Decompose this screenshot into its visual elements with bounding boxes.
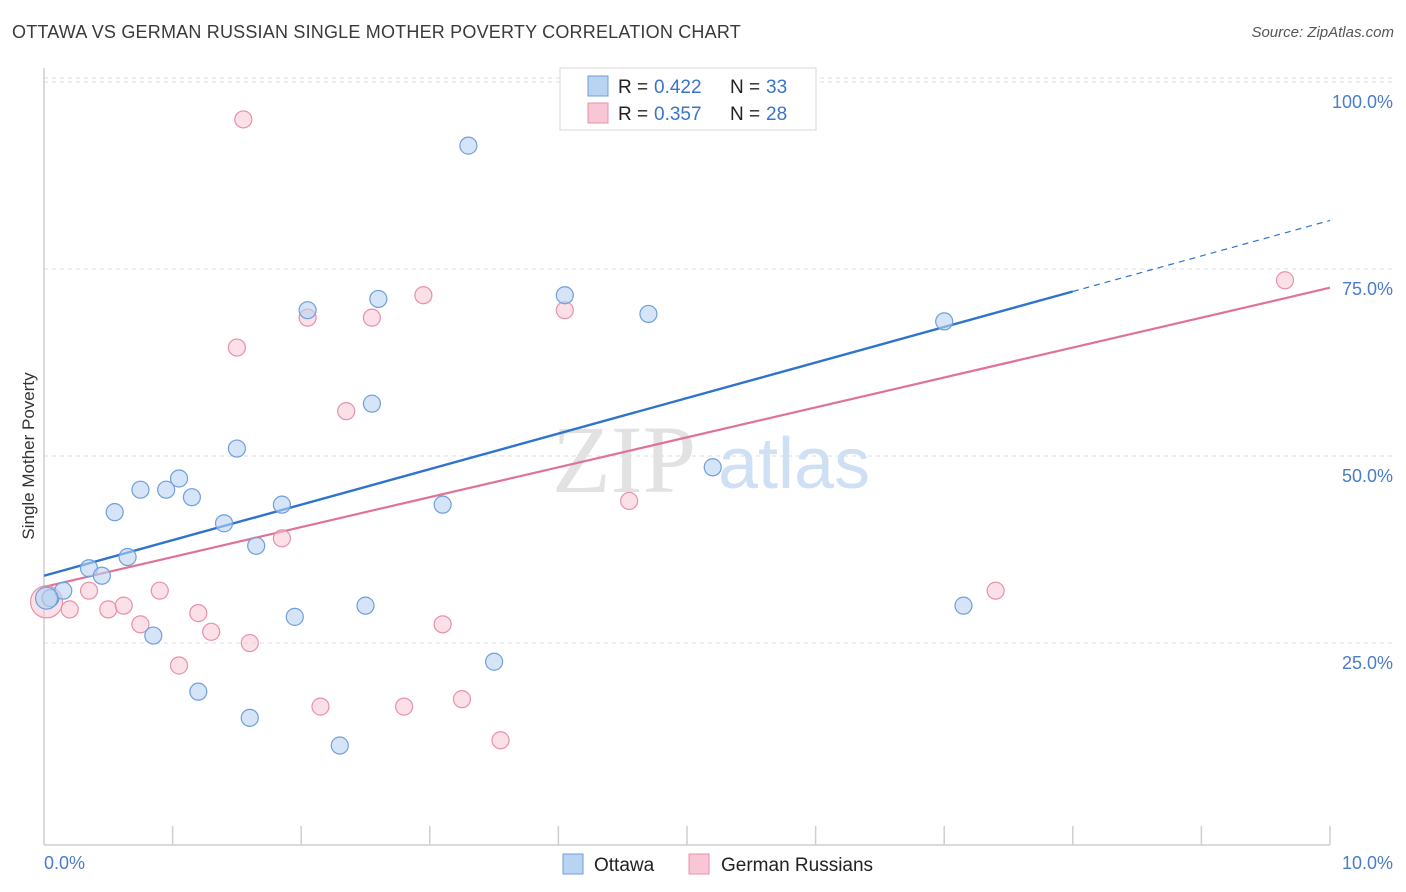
ottawa-points [34,84,973,755]
y-tick-label-75: 75.0% [1342,279,1393,299]
german-russians-point [433,615,452,634]
german-russians-point [1275,271,1295,290]
ottawa-point [356,596,375,615]
ottawa-point [240,708,259,727]
bottom-legend-german-swatch [688,853,710,875]
ottawa-point [369,289,388,309]
x-axis-ticks [171,826,1331,845]
ottawa-trend-line [43,290,1074,577]
y-tick-label-100: 100.0% [1332,92,1393,112]
german-russians-trend-line [43,286,1331,589]
chart-title: OTTAWA VS GERMAN RUSSIAN SINGLE MOTHER P… [12,22,741,42]
german-russians-point [491,731,510,750]
legend-german-r-label: R = [618,104,648,125]
correlation-legend: R = 0.422 N = 33 R = 0.357 N = 28 [559,67,817,131]
bottom-legend-ottawa-label: Ottawa [594,855,655,876]
trend-lines [43,219,1331,589]
german-russians-point [131,615,150,634]
ottawa-point [157,480,176,499]
german-russians-point [150,581,169,600]
ottawa-point [189,682,208,701]
ottawa-point [362,394,382,413]
ottawa-point [485,652,504,671]
y-tick-labels: 25.0% 50.0% 75.0% 100.0% [1332,92,1393,673]
german-russians-point [620,491,639,511]
german-russians-point [452,690,472,709]
legend-german-n-value: 28 [766,104,787,125]
german-russians-point [414,286,433,305]
legend-german-swatch [587,102,609,124]
german-russians-point [189,604,208,623]
legend-ottawa-swatch [587,75,609,97]
ottawa-point [227,439,246,458]
german-russians-point [272,529,292,548]
german-russians-point [169,656,189,675]
ottawa-point [169,469,189,488]
legend-ottawa-n-value: 33 [766,77,787,98]
german-russians-point [240,633,259,653]
ottawa-point [34,586,59,610]
ottawa-point [330,736,349,755]
y-tick-label-25: 25.0% [1342,653,1393,673]
ottawa-trend-extension [1072,219,1331,293]
ottawa-point [639,304,658,324]
source-label: Source: ZipAtlas.com [1251,24,1394,41]
legend-ottawa-r-label: R = [618,77,648,98]
ottawa-point [433,495,452,514]
german-russians-point [362,308,382,327]
german-russians-point [311,697,330,716]
ottawa-point [182,488,201,507]
german-russians-point [79,581,99,600]
ottawa-point [285,607,304,626]
ottawa-point [555,286,574,305]
gridlines [44,77,1393,644]
ottawa-point [459,136,478,155]
ottawa-point [118,547,137,567]
german-russians-point [986,581,1005,600]
legend-german-n-label: N = [730,104,760,125]
ottawa-point [954,596,973,615]
x-tick-label-min: 0.0% [44,853,85,873]
bottom-legend-ottawa-swatch [562,853,584,875]
ottawa-point [298,301,317,320]
y-tick-label-50: 50.0% [1342,466,1393,486]
ottawa-point [131,480,150,499]
ottawa-point [214,514,234,533]
legend-ottawa-r-value: 0.422 [654,77,702,98]
german-russians-point [60,600,79,619]
german-russians-point [337,402,356,421]
legend-ottawa-n-label: N = [730,77,760,98]
german-russians-point [99,600,118,619]
ottawa-point [272,495,292,514]
x-tick-label-max: 10.0% [1342,853,1393,873]
ottawa-point [144,626,163,645]
german-russians-point [234,110,253,129]
german-russians-point [227,338,246,357]
watermark-atlas: atlas [718,424,870,504]
ottawa-point [247,536,266,555]
german-russians-point [114,596,133,615]
bottom-legend-german-label: German Russians [721,855,873,876]
ottawa-point [935,312,954,331]
ottawa-point [105,503,124,522]
german-russians-point [394,697,414,716]
y-axis-title: Single Mother Poverty [19,372,38,540]
ottawa-point [703,458,722,477]
ottawa-point [92,566,111,585]
german-russians-point [202,622,221,641]
legend-german-r-value: 0.357 [654,104,702,125]
series-legend: Ottawa German Russians [562,853,873,876]
